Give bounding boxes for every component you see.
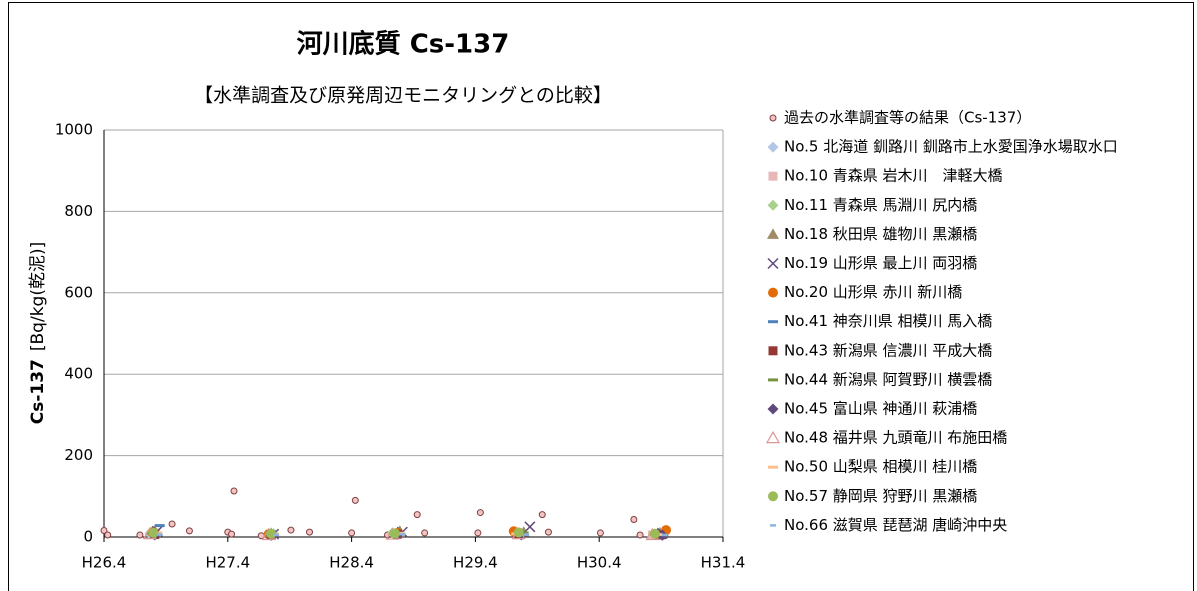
legend-label: No.43 新潟県 信濃川 平成大橋 — [784, 341, 992, 359]
y-axis-label: Cs-137 [Bq/kg(乾泥)] — [28, 242, 48, 425]
y-axis-label-main: Cs-137 — [28, 359, 48, 424]
legend-label: No.20 山形県 赤川 新川橋 — [784, 283, 962, 301]
data-point — [513, 527, 524, 538]
data-point — [306, 528, 314, 536]
data-point — [476, 509, 484, 517]
data-point — [649, 528, 660, 539]
y-tick-label: 0 — [83, 528, 93, 546]
legend-marker — [768, 491, 778, 502]
legend-label: No.5 北海道 釧路川 釧路市上水愛国浄水場取水口 — [784, 138, 1118, 156]
data-point — [100, 526, 108, 534]
data-point — [630, 515, 638, 523]
y-tick-label: 800 — [64, 202, 93, 220]
legend-label: No.19 山形県 最上川 両羽橋 — [784, 254, 977, 272]
legend-label: 過去の水準調査等の結果（Cs-137） — [784, 109, 1031, 127]
legend-label: No.10 青森県 岩木川 津軽大橋 — [784, 167, 1003, 185]
y-tick-label: 600 — [64, 283, 93, 301]
legend-marker — [768, 287, 778, 298]
data-point — [136, 531, 144, 539]
data-point — [389, 528, 400, 539]
y-axis-label-unit: [Bq/kg(乾泥)] — [28, 242, 48, 351]
x-tick-label: H28.4 — [329, 554, 374, 572]
data-point — [148, 527, 159, 538]
legend-marker — [767, 141, 779, 153]
data-point — [421, 529, 429, 537]
legend-marker — [768, 171, 778, 181]
legend-label: No.45 富山県 神通川 萩浦橋 — [784, 400, 977, 418]
legend-marker — [769, 114, 777, 122]
data-point — [228, 530, 236, 538]
data-point — [596, 529, 604, 537]
legend-label: No.41 神奈川県 相模川 馬入橋 — [784, 312, 992, 330]
data-point — [351, 496, 359, 504]
legend-label: No.50 山梨県 相模川 桂川橋 — [784, 458, 977, 476]
data-point — [230, 487, 238, 495]
legend-marker — [768, 346, 778, 356]
chart-title: 河川底質 Cs-137 — [297, 29, 510, 60]
data-point — [636, 531, 644, 539]
legend-marker — [767, 199, 779, 211]
legend-label: No.11 青森県 馬淵川 尻内橋 — [784, 196, 977, 214]
data-point — [413, 511, 421, 519]
data-point — [348, 529, 356, 537]
x-tick-label: H30.4 — [577, 554, 622, 572]
data-point — [524, 521, 536, 533]
legend-marker — [767, 228, 779, 239]
x-tick-label: H29.4 — [453, 554, 498, 572]
data-point — [104, 531, 112, 539]
legend-label: No.48 福井県 九頭竜川 布施田橋 — [784, 429, 1007, 447]
legend-marker — [765, 430, 781, 444]
data-point — [287, 526, 295, 534]
chart-subtitle: 【水準調査及び原発周辺モニタリングとの比較】 — [194, 85, 612, 107]
chart-frame — [8, 2, 1194, 591]
y-tick-label: 200 — [64, 446, 93, 464]
x-tick-label: H26.4 — [82, 554, 127, 572]
x-tick-label: H27.4 — [205, 554, 250, 572]
legend-label: No.18 秋田県 雄物川 黒瀬橋 — [784, 225, 977, 243]
legend-label: No.57 静岡県 狩野川 黒瀬橋 — [784, 487, 977, 505]
data-point — [266, 528, 277, 539]
x-tick-label: H31.4 — [701, 554, 746, 572]
y-tick-label: 1000 — [55, 121, 93, 139]
legend-marker — [767, 403, 779, 415]
data-point — [544, 528, 552, 536]
y-tick-label: 400 — [64, 365, 93, 383]
data-point — [538, 511, 546, 519]
legend-marker — [767, 257, 779, 270]
data-point — [185, 527, 193, 535]
legend-label: No.44 新潟県 阿賀野川 横雲橋 — [784, 370, 992, 388]
legend-label: No.66 滋賀県 琵琶湖 唐崎沖中央 — [784, 516, 1007, 534]
data-point — [474, 529, 482, 537]
data-point — [168, 520, 176, 528]
